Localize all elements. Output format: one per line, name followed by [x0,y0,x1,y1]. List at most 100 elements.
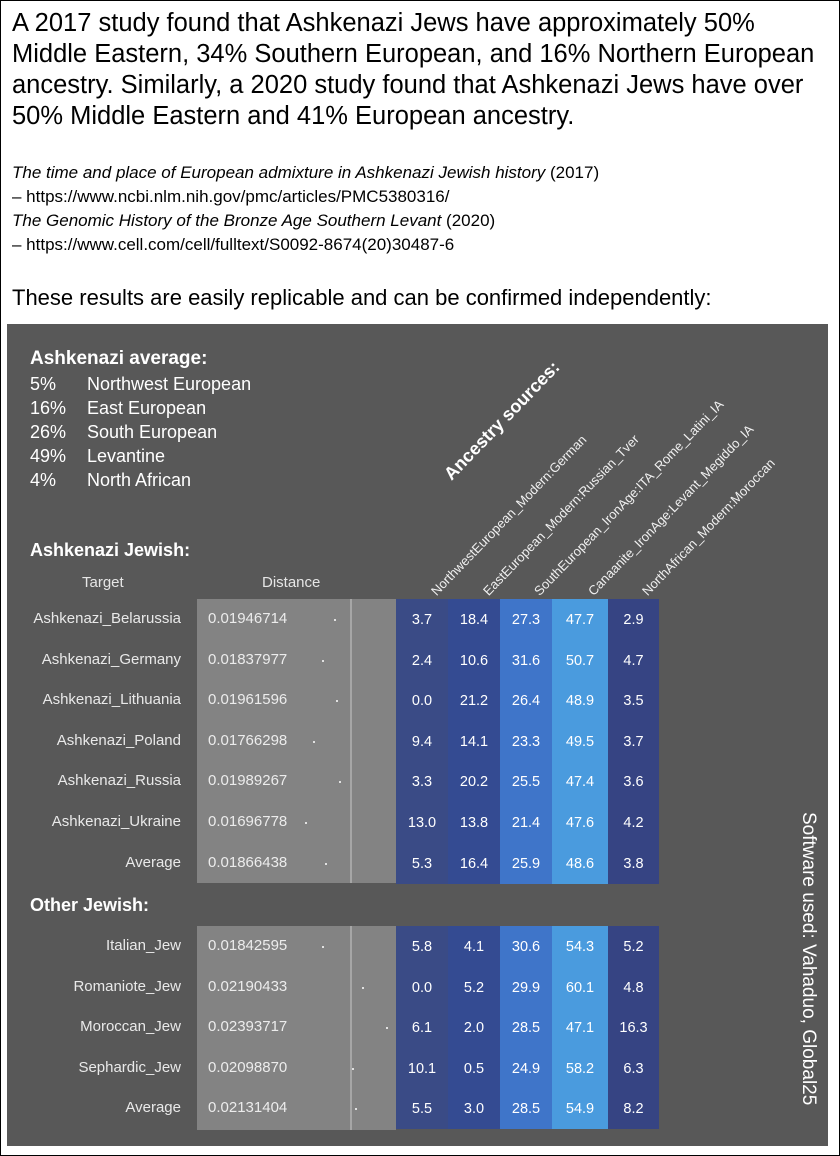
confirm-text: These results are easily replicable and … [12,285,712,310]
ancestry-value-cell: 54.3 [552,926,608,967]
distance-axis-line [350,599,352,883]
distance-value: 0.01866438 [208,854,288,871]
ancestry-value-cell: 16.3 [608,1007,659,1048]
reference-1-url[interactable]: – https://www.ncbi.nlm.nih.gov/pmc/artic… [12,187,450,206]
ancestry-value-cell: 0.5 [448,1048,500,1089]
ancestry-value-cell: 21.2 [448,680,500,721]
distance-value: 0.01989267 [208,772,288,789]
ancestry-value-cell: 4.8 [608,967,659,1008]
target-header: Target [82,574,124,591]
average-pct: 5% [30,374,57,394]
ancestry-value-cell: 3.7 [396,599,448,640]
target-name: Ashkenazi_Lithuania [42,691,181,708]
ancestry-value-cell: 28.5 [500,1088,552,1129]
distance-value: 0.01961596 [208,691,288,708]
ancestry-value-cell: 6.3 [608,1048,659,1089]
average-label: North African [87,470,192,490]
ancestry-value-cell: 21.4 [500,802,552,843]
average-row: 5% Northwest European [30,374,251,395]
ancestry-value-cell: 10.6 [448,640,500,681]
ancestry-value-cell: 25.9 [500,843,552,884]
distance-marker [305,822,307,824]
average-label: South European [87,422,218,442]
ancestry-value-cell: 4.2 [608,802,659,843]
reference-1-title: The time and place of European admixture… [12,163,546,182]
distance-marker [322,660,324,662]
ancestry-value-cell: 13.8 [448,802,500,843]
ancestry-value-cell: 3.8 [608,843,659,884]
ancestry-value-cell: 60.1 [552,967,608,1008]
ancestry-value-cell: 47.1 [552,1007,608,1048]
group-title-other: Other Jewish: [30,895,150,915]
target-name: Ashkenazi_Poland [56,732,181,749]
ancestry-value-cell: 10.1 [396,1048,448,1089]
ancestry-value-cell: 0.0 [396,680,448,721]
distance-value: 0.02098870 [208,1059,288,1076]
references: The time and place of European admixture… [12,161,599,257]
target-name: Ashkenazi_Belarussia [33,610,181,627]
ancestry-value-cell: 4.7 [608,640,659,681]
ancestry-value-cell: 3.3 [396,761,448,802]
target-name: Ashkenazi_Germany [41,651,181,668]
headline: A 2017 study found that Ashkenazi Jews h… [12,9,815,130]
ancestry-value-cell: 47.6 [552,802,608,843]
ancestry-value-cell: 31.6 [500,640,552,681]
ancestry-value-cell: 48.9 [552,680,608,721]
group-title-ashkenazi: Ashkenazi Jewish: [30,540,191,560]
average-pct: 4% [30,470,57,490]
distance-axis-line [350,926,352,1130]
ancestry-value-cell: 47.4 [552,761,608,802]
ancestry-value-cell: 4.1 [448,926,500,967]
ancestry-value-cell: 24.9 [500,1048,552,1089]
ancestry-value-cell: 28.5 [500,1007,552,1048]
distance-header: Distance [262,574,321,591]
distance-value: 0.02131404 [208,1099,288,1116]
ancestry-value-cell: 5.2 [608,926,659,967]
ancestry-value-cell: 25.5 [500,761,552,802]
ashkenazi-average-title: Ashkenazi average: [30,348,208,369]
distance-marker [355,1108,357,1110]
ancestry-value-cell: 54.9 [552,1088,608,1129]
distance-marker [313,741,315,743]
ancestry-value-cell: 5.3 [396,843,448,884]
target-name: Moroccan_Jew [80,1018,181,1035]
reference-2: The Genomic History of the Bronze Age So… [12,209,599,233]
ancestry-value-cell: 5.2 [448,967,500,1008]
distance-marker [322,946,324,948]
distance-value: 0.01837977 [208,651,288,668]
average-row: 49% Levantine [30,446,165,467]
average-pct: 16% [30,398,67,418]
distance-value: 0.02190433 [208,978,288,995]
ancestry-value-cell: 16.4 [448,843,500,884]
ancestry-value-cell: 2.0 [448,1007,500,1048]
target-name: Ashkenazi_Russia [57,772,181,789]
distance-value: 0.01766298 [208,732,288,749]
ancestry-value-cell: 3.6 [608,761,659,802]
average-pct: 49% [30,446,67,466]
ancestry-value-cell: 18.4 [448,599,500,640]
ancestry-value-cell: 6.1 [396,1007,448,1048]
ancestry-value-cell: 58.2 [552,1048,608,1089]
average-label: Levantine [87,446,166,466]
ancestry-value-cell: 9.4 [396,721,448,762]
ancestry-value-cell: 50.7 [552,640,608,681]
target-name: Sephardic_Jew [78,1059,181,1076]
ancestry-value-cell: 2.9 [608,599,659,640]
distance-marker [362,987,364,989]
distance-marker [325,863,327,865]
reference-2-url[interactable]: – https://www.cell.com/cell/fulltext/S00… [12,235,455,254]
ancestry-value-cell: 47.7 [552,599,608,640]
reference-2-year: (2020) [441,211,496,230]
reference-2-title: The Genomic History of the Bronze Age So… [12,211,442,230]
distance-value: 0.01842595 [208,937,288,954]
ancestry-value-cell: 23.3 [500,721,552,762]
ancestry-value-cell: 0.0 [396,967,448,1008]
ancestry-value-cell: 8.2 [608,1088,659,1129]
ancestry-value-cell: 20.2 [448,761,500,802]
reference-1-year: (2017) [545,163,600,182]
ancestry-value-cell: 26.4 [500,680,552,721]
distance-marker [334,619,336,621]
ancestry-value-cell: 14.1 [448,721,500,762]
distance-column-ashkenazi [197,599,396,883]
average-row: 4% North African [30,470,191,491]
